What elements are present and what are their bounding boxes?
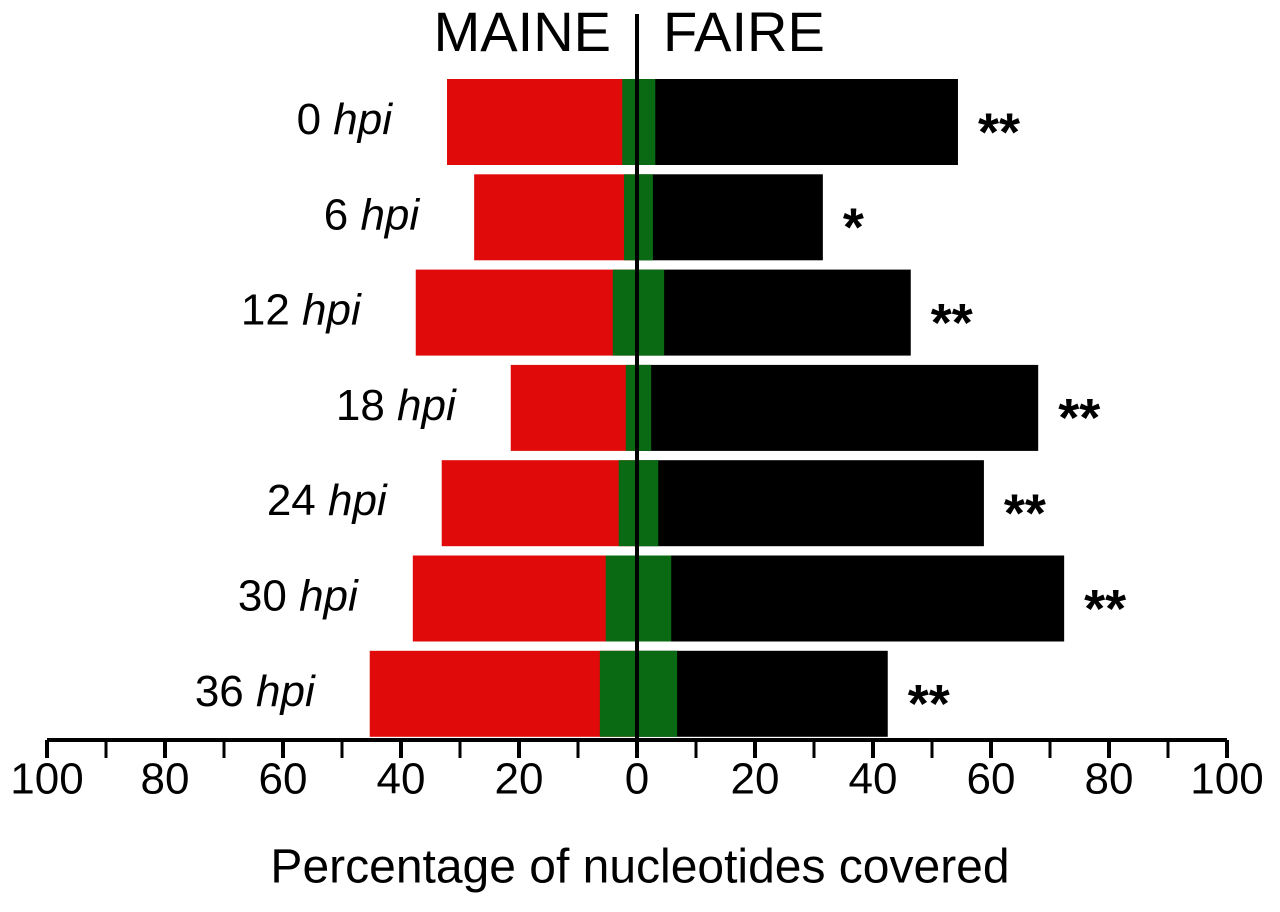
bar [599, 650, 637, 737]
category-label: 30 hpi [238, 571, 359, 620]
category-label: 24 hpi [267, 476, 388, 525]
x-tick-label: 20 [731, 755, 780, 804]
bar [415, 269, 637, 356]
bar [612, 269, 637, 356]
bar [474, 174, 637, 261]
bar [637, 79, 958, 165]
x-tick-label: 40 [377, 755, 426, 804]
category-label: 18 hpi [336, 381, 457, 430]
x-tick-label: 60 [967, 755, 1016, 804]
bar [637, 364, 1039, 451]
bar [605, 555, 637, 642]
x-tick-label: 80 [141, 755, 190, 804]
bar [625, 364, 637, 451]
bar [441, 460, 637, 547]
series-title: FAIRE [663, 0, 825, 63]
x-tick-label: 40 [849, 755, 898, 804]
bar [637, 650, 888, 737]
x-tick-label: 20 [495, 755, 544, 804]
bar [624, 174, 637, 261]
bar [637, 460, 659, 547]
x-axis-label: Percentage of nucleotides covered [270, 841, 1009, 894]
bar [637, 460, 984, 547]
significance-label: ** [1004, 483, 1046, 543]
bar [637, 555, 672, 642]
x-tick-label: 60 [259, 755, 308, 804]
category-label: 36 hpi [195, 666, 316, 715]
bar [637, 269, 911, 356]
significance-label: * [843, 198, 864, 258]
bar [637, 555, 1065, 642]
bar [637, 650, 678, 737]
significance-label: ** [978, 102, 1020, 162]
bar [637, 174, 823, 261]
x-tick-label: 100 [1190, 755, 1263, 804]
significance-label: ** [908, 674, 950, 734]
bar [369, 650, 637, 737]
bar [412, 555, 637, 642]
bar [637, 269, 665, 356]
significance-label: ** [1084, 579, 1126, 639]
bar [447, 79, 637, 165]
category-label: 12 hpi [241, 285, 362, 334]
bar [637, 364, 652, 451]
bar [618, 460, 637, 547]
bar [622, 79, 637, 165]
bar [510, 364, 637, 451]
bar [637, 174, 653, 261]
x-tick-label: 80 [1085, 755, 1134, 804]
significance-label: ** [1058, 388, 1100, 448]
category-label: 0 hpi [297, 95, 394, 144]
x-tick-label: 0 [625, 755, 649, 804]
series-title: MAINE [434, 0, 611, 63]
significance-label: ** [931, 293, 973, 353]
bar [637, 79, 656, 165]
x-tick-label: 100 [10, 755, 83, 804]
category-label: 6 hpi [324, 190, 421, 239]
